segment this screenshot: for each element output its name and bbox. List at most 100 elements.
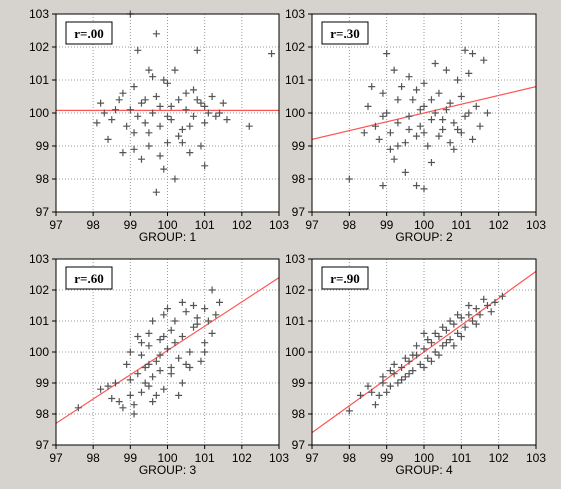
annotation-box (65, 21, 113, 45)
data-point (465, 69, 473, 77)
data-point (175, 354, 183, 362)
y-tick-label: 99 (292, 376, 306, 390)
data-point (137, 351, 145, 359)
data-point (435, 132, 443, 140)
y-tick-label: 98 (292, 172, 306, 186)
data-point (201, 305, 209, 313)
y-tick-label: 98 (36, 407, 50, 421)
data-point (405, 73, 413, 81)
data-point (149, 109, 157, 117)
scatter-panel-1: 97 98 99 100 101 102 103 97 98 99 100 101 102 103 GROU… (29, 7, 289, 244)
annotation-box (321, 266, 369, 290)
data-point (164, 345, 171, 353)
x-tick-label: 100 (414, 218, 434, 232)
data-point (145, 129, 153, 137)
y-tick-label: 102 (29, 283, 49, 297)
x-tick-label: 98 (86, 451, 100, 465)
data-point (435, 89, 443, 97)
data-point (379, 112, 387, 120)
data-point (427, 357, 435, 365)
data-point (137, 155, 145, 163)
data-point (435, 333, 443, 340)
data-point (190, 86, 198, 94)
data-point (472, 320, 480, 328)
data-point (401, 168, 409, 176)
data-point (386, 145, 394, 153)
data-point (450, 145, 458, 153)
data-point (134, 333, 142, 340)
data-point (405, 126, 413, 133)
data-point (439, 116, 447, 124)
data-point (454, 329, 462, 337)
x-tick-label: 103 (526, 451, 546, 465)
y-tick-label: 99 (36, 376, 50, 390)
y-tick-label: 101 (285, 73, 305, 87)
data-point (480, 295, 488, 303)
data-point (93, 119, 101, 127)
data-point (368, 83, 376, 91)
data-point (152, 188, 160, 196)
x-tick-label: 97 (305, 451, 319, 465)
scatter-panel-4: 97 98 99 100 101 102 103 97 98 99 100 101 102 103 GROU… (285, 252, 546, 477)
data-point (130, 129, 138, 137)
data-point (386, 129, 394, 137)
data-point (208, 286, 216, 294)
y-tick-label: 100 (29, 345, 49, 359)
data-point (469, 50, 477, 58)
data-point (137, 339, 145, 347)
data-point (145, 329, 153, 337)
data-point (450, 320, 458, 328)
data-point (119, 404, 127, 412)
y-tick-label: 103 (285, 252, 305, 266)
data-point (178, 126, 186, 133)
x-tick-label: 101 (451, 218, 471, 232)
x-tick-label: 103 (269, 218, 289, 232)
data-point (167, 364, 175, 371)
data-point (401, 139, 409, 147)
y-tick-label: 102 (285, 283, 305, 297)
data-point (115, 96, 123, 104)
data-point (164, 139, 171, 147)
data-point (141, 96, 149, 104)
data-point (149, 398, 157, 406)
data-point (390, 66, 398, 74)
x-tick-label: 98 (343, 218, 357, 232)
data-point (461, 323, 469, 331)
fit-line (312, 86, 536, 140)
data-point (186, 149, 194, 157)
y-tick-label: 102 (285, 40, 305, 54)
y-tick-label: 97 (292, 438, 306, 452)
data-point (145, 142, 153, 150)
data-point (111, 106, 119, 114)
data-point (204, 109, 212, 117)
y-tick-label: 99 (36, 139, 50, 153)
data-point (193, 320, 201, 328)
data-point (178, 298, 186, 306)
data-point (97, 385, 105, 393)
data-point (186, 122, 194, 130)
data-point (439, 323, 447, 331)
y-tick-label: 103 (285, 7, 305, 21)
x-axis-label: GROUP: 1 (139, 230, 197, 244)
data-point (413, 132, 421, 140)
data-point (427, 116, 435, 124)
scatter-panel-2: 97 98 99 100 101 102 103 97 98 99 100 101 102 103 GROU… (285, 7, 546, 244)
data-point (439, 126, 447, 133)
data-point (394, 96, 402, 104)
data-point (345, 407, 353, 415)
data-point (201, 162, 209, 170)
data-point (457, 333, 465, 340)
data-point (454, 311, 462, 319)
data-point (167, 326, 175, 334)
data-point (398, 83, 406, 91)
data-point (74, 404, 82, 412)
data-point (487, 308, 495, 316)
data-point (149, 373, 157, 381)
data-point (450, 119, 458, 127)
data-point (212, 112, 220, 120)
data-point (465, 302, 473, 309)
data-point (405, 370, 413, 378)
data-point (201, 119, 209, 127)
data-point (268, 50, 276, 58)
data-point (371, 401, 379, 409)
